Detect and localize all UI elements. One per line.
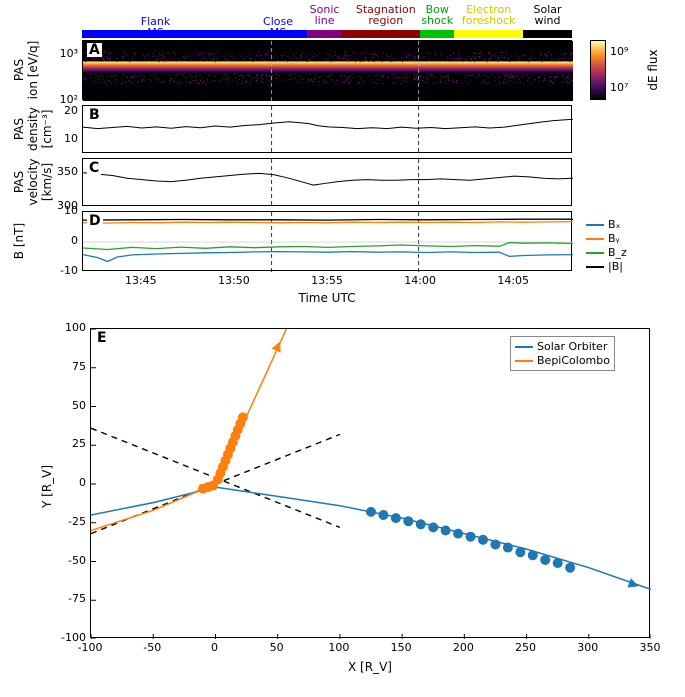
region-label: Electronforeshock [462,4,516,26]
xtick-label: 50 [270,642,284,653]
ytick-label: -10 [38,265,78,276]
xtick-label: 13:50 [218,275,250,286]
xtick-label: 13:55 [311,275,343,286]
xtick-label: 300 [577,642,598,653]
colorbar-tick: 10⁷ [610,82,628,93]
ytick-label: 100 [46,322,86,333]
region-label: Stagnationregion [356,4,416,26]
panel-C: C [82,158,572,206]
region-bar [342,30,420,38]
region-label: CloseMS [263,16,293,38]
region-label: Sonicline [310,4,340,26]
colorbar-label: dE flux [646,40,660,100]
ylabel: B [nT] [12,211,26,271]
legend-trajectory: Solar OrbiterBepiColombo [510,336,615,371]
colorbar [590,40,606,100]
region-bar [454,30,523,38]
panel-E: E [90,328,650,638]
xtick-label: 13:45 [125,275,157,286]
xtick-label: 250 [515,642,536,653]
panel-letter: C [87,161,101,175]
region-label: FlankMS [141,16,170,38]
xtick-label: 200 [453,642,474,653]
region-bar [420,30,454,38]
xlabel-E: X [R_V] [90,660,650,674]
panel-A: A [82,40,572,100]
ytick-label: 75 [46,361,86,372]
panel-B: B [82,105,572,153]
ylabel-E: Y [R_V] [40,465,54,508]
xtick-label: 14:00 [404,275,436,286]
ytick-label: -25 [46,516,86,527]
panel-D: D [82,211,572,271]
xlabel-time: Time UTC [82,291,572,305]
ytick-label: 50 [46,400,86,411]
ytick-label: 10 [38,205,78,216]
region-bar [307,30,341,38]
ytick-label: 10³ [38,48,78,59]
xtick-label: 14:05 [497,275,529,286]
region-label: Bowshock [421,4,453,26]
xtick-label: -50 [143,642,161,653]
panel-letter: D [87,214,103,228]
ylabel: PASion [eV/q] [12,40,40,100]
ytick-label: -100 [46,632,86,643]
xtick-label: 150 [391,642,412,653]
panel-letter: A [87,43,102,57]
xtick-label: 0 [211,642,218,653]
region-bar [523,30,572,38]
ytick-label: -75 [46,593,86,604]
legend-magnetic: BₓBᵧB_z|B| [582,215,631,276]
colorbar-tick: 10⁹ [610,46,628,57]
panel-letter: E [95,331,109,345]
ytick-label: -50 [46,555,86,566]
xtick-label: 100 [328,642,349,653]
region-label: Solarwind [533,4,561,26]
ylabel: PASvelocity[km/s] [12,158,54,206]
ylabel: PASdensity[cm⁻³] [12,105,54,153]
panel-letter: B [87,108,102,122]
ytick-label: 0 [38,235,78,246]
xtick-label: 350 [640,642,661,653]
ytick-label: 25 [46,438,86,449]
